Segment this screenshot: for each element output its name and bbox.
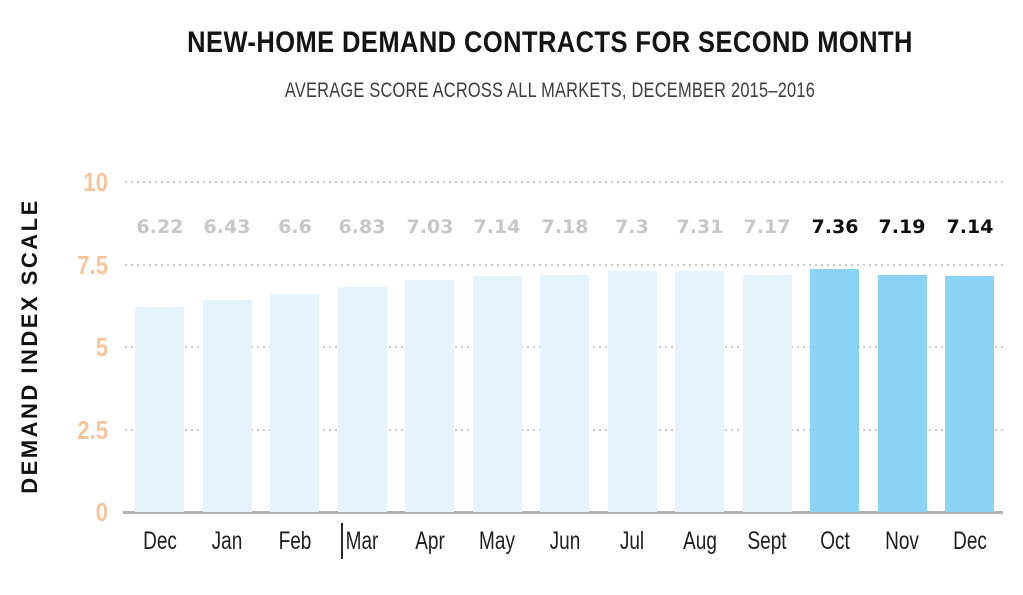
x-tick-label: May bbox=[479, 527, 515, 555]
bar-dec-0 bbox=[135, 307, 184, 512]
bar-value-label: 6.22 bbox=[136, 216, 184, 238]
gridline-10 bbox=[125, 181, 1005, 183]
bar-oct-10 bbox=[810, 269, 859, 512]
bar-sept-9 bbox=[743, 275, 792, 512]
x-tick-label: Sept bbox=[747, 527, 787, 555]
y-tick-label: 10 bbox=[83, 167, 108, 197]
x-tick-label: Apr bbox=[415, 527, 445, 555]
y-tick-label: 7.5 bbox=[77, 249, 108, 280]
bar-value-label: 7.18 bbox=[541, 216, 589, 238]
x-axis-line bbox=[123, 511, 1003, 514]
y-tick-label: 5 bbox=[95, 332, 108, 362]
y-tick-label: 2.5 bbox=[77, 414, 108, 445]
chart-subtitle: AVERAGE SCORE ACROSS ALL MARKETS, DECEMB… bbox=[284, 79, 816, 102]
bar-value-label: 7.36 bbox=[811, 216, 859, 238]
x-tick-label: Dec bbox=[953, 527, 987, 555]
bar-value-label: 7.14 bbox=[473, 216, 521, 238]
x-tick-label: Oct bbox=[820, 527, 850, 555]
bar-value-label: 6.43 bbox=[203, 216, 251, 238]
bar-value-label: 7.3 bbox=[615, 216, 649, 238]
bar-aug-8 bbox=[675, 271, 724, 512]
bar-value-label: 6.83 bbox=[338, 216, 386, 238]
bar-jan-1 bbox=[203, 300, 252, 512]
bar-value-label: 6.6 bbox=[278, 216, 312, 238]
x-tick-label: Nov bbox=[885, 527, 919, 555]
x-tick-label: Mar bbox=[345, 527, 379, 555]
x-tick-label: Jan bbox=[211, 527, 243, 555]
text-cursor bbox=[341, 523, 343, 559]
bar-value-label: 7.14 bbox=[946, 216, 994, 238]
bar-value-label: 7.17 bbox=[743, 216, 791, 238]
bar-value-label: 7.03 bbox=[406, 216, 454, 238]
x-tick-label: Jun bbox=[549, 527, 581, 555]
gridline-7.5 bbox=[125, 263, 1005, 266]
bar-dec-12 bbox=[945, 276, 994, 512]
bar-jul-7 bbox=[608, 271, 657, 512]
x-tick-label: Aug bbox=[683, 527, 717, 555]
bar-feb-2 bbox=[270, 294, 319, 512]
x-tick-label: Jul bbox=[619, 527, 645, 555]
y-tick-label: 0 bbox=[95, 497, 108, 527]
bar-may-5 bbox=[473, 276, 522, 512]
x-tick-label: Dec bbox=[143, 527, 177, 555]
bar-nov-11 bbox=[878, 275, 927, 512]
bar-apr-4 bbox=[405, 280, 454, 512]
chart-title: NEW-HOME DEMAND CONTRACTS FOR SECOND MON… bbox=[187, 26, 913, 59]
bar-value-label: 7.19 bbox=[878, 216, 926, 238]
bar-value-label: 7.31 bbox=[676, 216, 724, 238]
bar-jun-6 bbox=[540, 275, 589, 512]
x-tick-label: Feb bbox=[278, 527, 312, 555]
bar-mar-3 bbox=[338, 287, 387, 512]
